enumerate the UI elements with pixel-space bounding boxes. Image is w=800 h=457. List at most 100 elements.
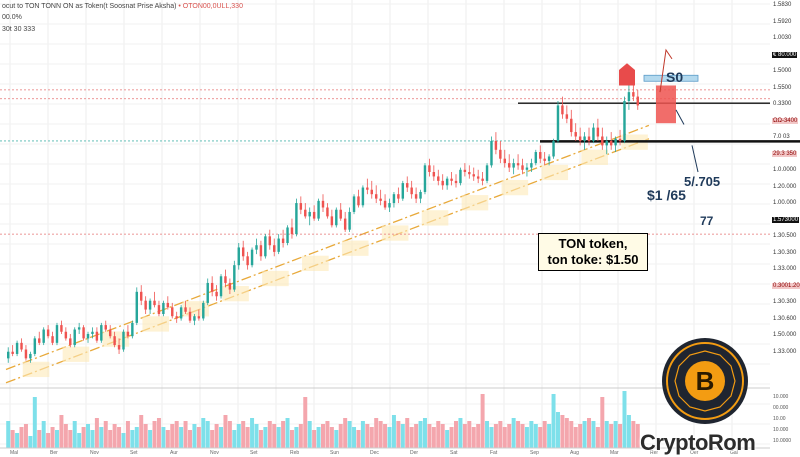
candle-body: [131, 322, 134, 337]
volume-bar: [454, 421, 459, 448]
volume-bar: [130, 430, 135, 448]
volume-bar: [285, 418, 290, 448]
volume-axis-label: 10.000: [773, 427, 789, 433]
candle-body: [113, 336, 116, 346]
volume-bar: [440, 424, 445, 448]
annotation-target-2: $1 /65: [647, 187, 686, 203]
candle-body: [406, 183, 409, 188]
candle-body: [202, 302, 205, 319]
candle-body: [507, 163, 511, 168]
x-tick-label: Sun: [330, 450, 339, 456]
volume-bar: [485, 421, 490, 448]
volume-bar: [427, 424, 432, 448]
candle-body: [91, 331, 94, 334]
price-axis-label: € 80.000: [772, 51, 798, 58]
candle-body: [445, 178, 449, 186]
volume-bar: [294, 427, 299, 448]
candle-body: [6, 351, 10, 359]
candle-body: [552, 140, 555, 157]
candle-body: [281, 238, 285, 243]
candle-body: [414, 194, 418, 199]
volume-bar: [77, 433, 82, 448]
chart-header-line2: 00.0%: [2, 14, 22, 21]
volume-bar: [312, 430, 317, 448]
volume-bar: [303, 397, 308, 448]
volume-bar: [298, 424, 303, 448]
candle-body: [379, 198, 382, 201]
candle-body: [627, 92, 631, 101]
volume-bar: [635, 424, 640, 448]
volume-bar: [396, 421, 401, 448]
price-axis-label: 1.0.0000: [772, 167, 798, 173]
forecast-flag-marker: [619, 63, 635, 86]
candle-body: [104, 325, 107, 330]
candle-body: [86, 333, 90, 339]
volume-bar: [81, 427, 86, 448]
volume-bar: [192, 424, 197, 448]
candle-body: [33, 338, 37, 354]
volume-bar: [54, 430, 59, 448]
x-tick-label: Aug: [570, 450, 579, 456]
volume-bar: [50, 427, 55, 448]
volume-axis-label: 10.0000: [773, 438, 791, 444]
volume-bar: [569, 421, 574, 448]
volume-bar: [134, 427, 139, 448]
candle-body: [135, 291, 139, 323]
volume-bar: [578, 424, 583, 448]
candle-body: [188, 311, 192, 321]
price-axis-label: 1.30.500: [772, 233, 798, 239]
brand-name: CryptoRom: [640, 430, 756, 455]
channel-fib-marker: [22, 361, 50, 378]
candle-body: [499, 149, 502, 159]
price-axis-label: 1.20.000: [772, 183, 798, 190]
volume-axis-label: 10.000: [773, 394, 789, 400]
candle-body: [46, 329, 50, 337]
volume-bar: [471, 427, 476, 448]
bitcoin-badge-ring: [666, 342, 744, 420]
candle-body: [463, 169, 467, 172]
candle-body: [55, 325, 59, 343]
candle-body: [348, 211, 351, 230]
price-axis-label: 1.00.000: [772, 200, 798, 206]
volume-bar: [604, 421, 609, 448]
channel-fib-marker: [222, 285, 249, 302]
channel-fib-marker: [302, 255, 329, 272]
candle-body: [401, 183, 405, 199]
volume-bar: [622, 391, 627, 448]
candle-body: [64, 331, 68, 339]
price-axis-label: 29.3 350: [772, 150, 798, 157]
candle-body: [268, 236, 272, 246]
candle-body: [388, 203, 391, 208]
volume-bar: [618, 424, 623, 448]
x-tick-label: Der: [410, 450, 418, 456]
candle-body: [228, 282, 232, 290]
candle-body: [166, 302, 170, 308]
candle-body: [140, 291, 143, 301]
candle-body: [383, 200, 387, 208]
candle-body: [51, 336, 54, 343]
volume-bar: [46, 433, 51, 448]
candle-body: [366, 187, 369, 190]
volume-bar: [276, 427, 281, 448]
candle-body: [321, 200, 325, 208]
volume-bar: [183, 421, 188, 448]
candle-body: [215, 291, 218, 297]
x-tick-label: Nov: [90, 450, 99, 456]
candle-body: [423, 165, 427, 192]
volume-bar: [356, 430, 361, 448]
candle-body: [273, 245, 276, 252]
volume-bar: [99, 427, 104, 448]
forecast-target-box: [643, 74, 699, 82]
volume-bar: [241, 421, 246, 448]
volume-axis-label: 00.000: [773, 405, 789, 411]
volume-bar: [600, 397, 605, 448]
volume-bar: [387, 427, 392, 448]
volume-bar: [258, 430, 263, 448]
x-tick-label: Sep: [530, 450, 539, 456]
candle-body: [583, 136, 586, 141]
candle-body: [450, 178, 453, 181]
volume-bar: [551, 394, 556, 448]
volume-bar: [19, 427, 24, 448]
volume-bar: [383, 424, 388, 448]
